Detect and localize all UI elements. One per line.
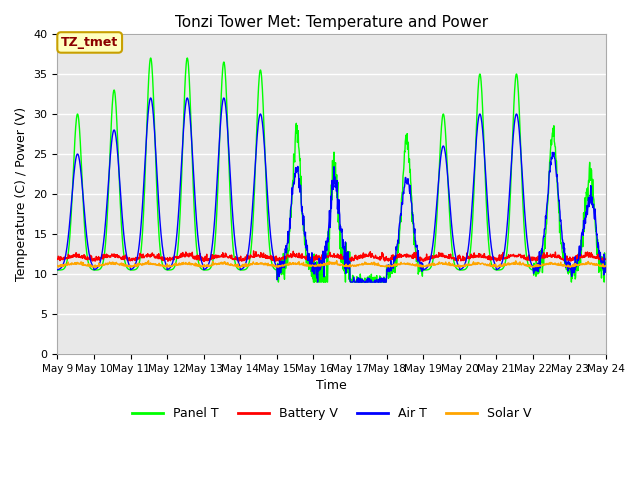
X-axis label: Time: Time bbox=[316, 379, 347, 392]
Y-axis label: Temperature (C) / Power (V): Temperature (C) / Power (V) bbox=[15, 107, 28, 281]
Legend: Panel T, Battery V, Air T, Solar V: Panel T, Battery V, Air T, Solar V bbox=[127, 402, 536, 425]
Title: Tonzi Tower Met: Temperature and Power: Tonzi Tower Met: Temperature and Power bbox=[175, 15, 488, 30]
Text: TZ_tmet: TZ_tmet bbox=[61, 36, 118, 49]
